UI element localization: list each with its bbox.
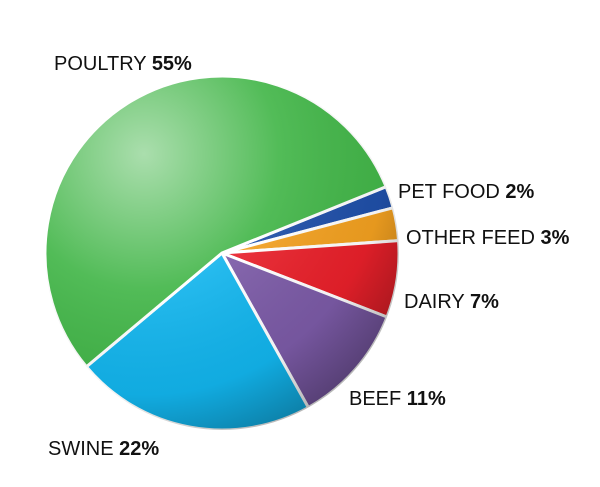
slice-label-name: OTHER FEED xyxy=(406,227,540,249)
slice-label-swine: SWINE 22% xyxy=(48,438,159,460)
slice-label-value: 7% xyxy=(470,291,499,313)
slice-label-value: 22% xyxy=(119,438,159,460)
slice-label-name: POULTRY xyxy=(54,53,152,75)
slice-label-poultry: POULTRY 55% xyxy=(54,53,192,75)
slice-label-name: BEEF xyxy=(349,388,407,410)
pie-labels: PET FOOD 2% OTHER FEED 3% DAIRY 7% BEEF 11%… xyxy=(48,53,570,460)
slice-label-value: 2% xyxy=(505,181,534,203)
slice-label-dairy: DAIRY 7% xyxy=(404,291,499,313)
slice-label-value: 55% xyxy=(152,53,192,75)
slice-label-pet-food: PET FOOD 2% xyxy=(398,181,535,203)
slice-label-beef: BEEF 11% xyxy=(349,388,446,410)
slice-label-value: 11% xyxy=(407,388,446,410)
slice-label-value: 3% xyxy=(540,227,569,249)
slice-label-name: PET FOOD xyxy=(398,181,505,203)
slice-label-name: DAIRY xyxy=(404,291,470,313)
slice-label-name: SWINE xyxy=(48,438,119,460)
slice-label-other-feed: OTHER FEED 3% xyxy=(406,227,570,249)
pie-slices xyxy=(43,74,401,432)
